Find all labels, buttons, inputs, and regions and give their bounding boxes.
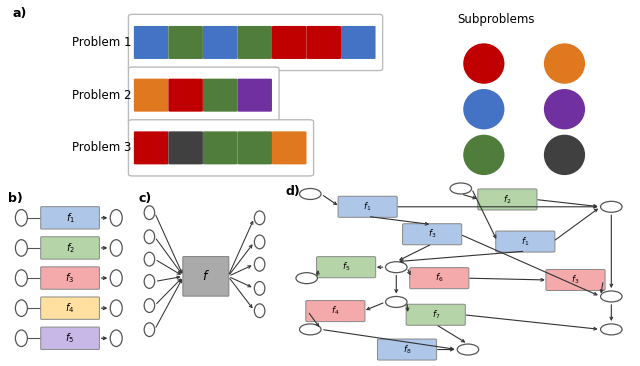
Circle shape xyxy=(450,183,472,194)
FancyBboxPatch shape xyxy=(41,237,99,259)
FancyBboxPatch shape xyxy=(406,304,465,325)
FancyBboxPatch shape xyxy=(134,26,168,59)
Text: a): a) xyxy=(13,7,27,20)
Text: $f_{6}$: $f_{6}$ xyxy=(435,272,444,284)
FancyBboxPatch shape xyxy=(272,131,307,164)
Circle shape xyxy=(600,324,622,335)
Circle shape xyxy=(144,252,155,266)
Circle shape xyxy=(254,257,265,271)
FancyBboxPatch shape xyxy=(306,300,365,322)
Text: $f_{5}$: $f_{5}$ xyxy=(342,261,350,273)
Circle shape xyxy=(254,235,265,249)
Circle shape xyxy=(110,240,122,256)
FancyBboxPatch shape xyxy=(203,131,237,164)
Text: $f_{2}$: $f_{2}$ xyxy=(503,193,511,206)
Text: Problem 2: Problem 2 xyxy=(72,89,131,102)
Circle shape xyxy=(463,43,504,84)
Circle shape xyxy=(300,324,321,335)
Circle shape xyxy=(110,210,122,226)
FancyBboxPatch shape xyxy=(341,26,376,59)
Text: $f$: $f$ xyxy=(202,269,210,283)
FancyBboxPatch shape xyxy=(168,131,203,164)
Circle shape xyxy=(385,262,407,273)
Text: $f_{7}$: $f_{7}$ xyxy=(431,309,440,321)
Circle shape xyxy=(110,330,122,347)
Circle shape xyxy=(463,135,504,175)
Text: d): d) xyxy=(285,185,300,198)
FancyBboxPatch shape xyxy=(272,26,307,59)
FancyBboxPatch shape xyxy=(134,79,168,112)
FancyBboxPatch shape xyxy=(546,269,605,291)
Circle shape xyxy=(110,270,122,286)
Circle shape xyxy=(144,206,155,220)
Circle shape xyxy=(144,230,155,244)
Text: Subproblems: Subproblems xyxy=(457,12,534,26)
FancyBboxPatch shape xyxy=(129,14,383,71)
FancyBboxPatch shape xyxy=(203,79,237,112)
Circle shape xyxy=(600,201,622,212)
FancyBboxPatch shape xyxy=(41,327,99,350)
Circle shape xyxy=(296,273,317,284)
FancyBboxPatch shape xyxy=(496,231,555,252)
Text: $f_{3}$: $f_{3}$ xyxy=(65,271,75,285)
Text: $f_{8}$: $f_{8}$ xyxy=(403,343,412,356)
Text: $f_{1}$: $f_{1}$ xyxy=(364,201,372,213)
Text: $f_{1}$: $f_{1}$ xyxy=(521,235,529,248)
FancyBboxPatch shape xyxy=(478,189,537,210)
FancyBboxPatch shape xyxy=(129,120,314,176)
FancyBboxPatch shape xyxy=(203,26,237,59)
Text: Problem 1: Problem 1 xyxy=(72,36,131,49)
FancyBboxPatch shape xyxy=(183,257,228,296)
Text: $f_{3}$: $f_{3}$ xyxy=(572,274,580,286)
Circle shape xyxy=(144,274,155,288)
Circle shape xyxy=(144,323,155,337)
Circle shape xyxy=(544,135,585,175)
FancyBboxPatch shape xyxy=(338,196,397,217)
FancyBboxPatch shape xyxy=(41,267,99,289)
Circle shape xyxy=(15,210,28,226)
FancyBboxPatch shape xyxy=(129,67,279,123)
Text: $f_{4}$: $f_{4}$ xyxy=(331,305,340,317)
FancyBboxPatch shape xyxy=(410,268,469,289)
Circle shape xyxy=(457,344,479,355)
Text: b): b) xyxy=(8,192,22,205)
Circle shape xyxy=(300,188,321,199)
Circle shape xyxy=(15,330,28,347)
Text: $f_{4}$: $f_{4}$ xyxy=(65,301,75,315)
Text: $f_{2}$: $f_{2}$ xyxy=(65,241,74,255)
Circle shape xyxy=(544,89,585,130)
FancyBboxPatch shape xyxy=(307,26,341,59)
FancyBboxPatch shape xyxy=(317,257,376,278)
Circle shape xyxy=(15,240,28,256)
FancyBboxPatch shape xyxy=(237,79,272,112)
FancyBboxPatch shape xyxy=(237,131,272,164)
Circle shape xyxy=(544,43,585,84)
FancyBboxPatch shape xyxy=(237,26,272,59)
FancyBboxPatch shape xyxy=(41,297,99,319)
Circle shape xyxy=(600,291,622,302)
FancyBboxPatch shape xyxy=(134,131,168,164)
Circle shape xyxy=(385,296,407,307)
FancyBboxPatch shape xyxy=(403,224,461,245)
FancyBboxPatch shape xyxy=(378,339,436,360)
Circle shape xyxy=(254,281,265,295)
Text: $f_{3}$: $f_{3}$ xyxy=(428,228,436,240)
Text: $f_{5}$: $f_{5}$ xyxy=(65,331,75,345)
Text: Problem 3: Problem 3 xyxy=(72,141,131,154)
Text: c): c) xyxy=(139,192,152,205)
Circle shape xyxy=(15,270,28,286)
Text: $f_{1}$: $f_{1}$ xyxy=(65,211,75,225)
Circle shape xyxy=(254,304,265,318)
FancyBboxPatch shape xyxy=(168,79,203,112)
FancyBboxPatch shape xyxy=(41,207,99,229)
Circle shape xyxy=(15,300,28,317)
Circle shape xyxy=(254,211,265,225)
Circle shape xyxy=(144,299,155,313)
FancyBboxPatch shape xyxy=(168,26,203,59)
Circle shape xyxy=(110,300,122,317)
Circle shape xyxy=(463,89,504,130)
